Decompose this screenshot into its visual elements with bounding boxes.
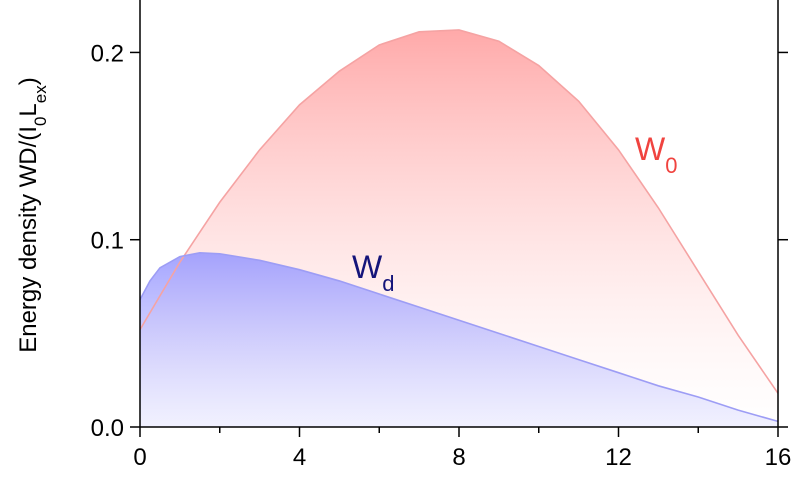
series-label: W0 [635, 131, 677, 178]
x-tick-label: 0 [133, 444, 146, 471]
series-label-sub: d [382, 271, 394, 296]
y-axis-label: Energy density WD/(I0Lex) [15, 77, 50, 353]
series-label: Wd [352, 249, 394, 296]
x-tick-label: 4 [293, 444, 306, 471]
x-tick-label: 12 [605, 444, 632, 471]
line [139, 252, 779, 423]
area [140, 252, 778, 427]
y-tick-label: 0.2 [91, 40, 124, 67]
y-axis-label-part: L [15, 103, 42, 116]
y-axis-label-part: 0 [31, 117, 50, 126]
y-tick-label: 0.1 [91, 228, 124, 255]
y-tick-label: 0.0 [91, 415, 124, 442]
y-axis-label-part: Energy density WD/(I [15, 126, 42, 353]
y-axis-label-part: ) [15, 77, 42, 85]
y-axis-label-part: ex [31, 85, 50, 103]
line [139, 29, 779, 394]
x-tick-label: 16 [765, 444, 792, 471]
series-label-text: W [635, 131, 666, 167]
x-tick-label: 8 [452, 444, 465, 471]
series-label-text: W [352, 249, 383, 285]
series-label-sub: 0 [665, 153, 677, 178]
